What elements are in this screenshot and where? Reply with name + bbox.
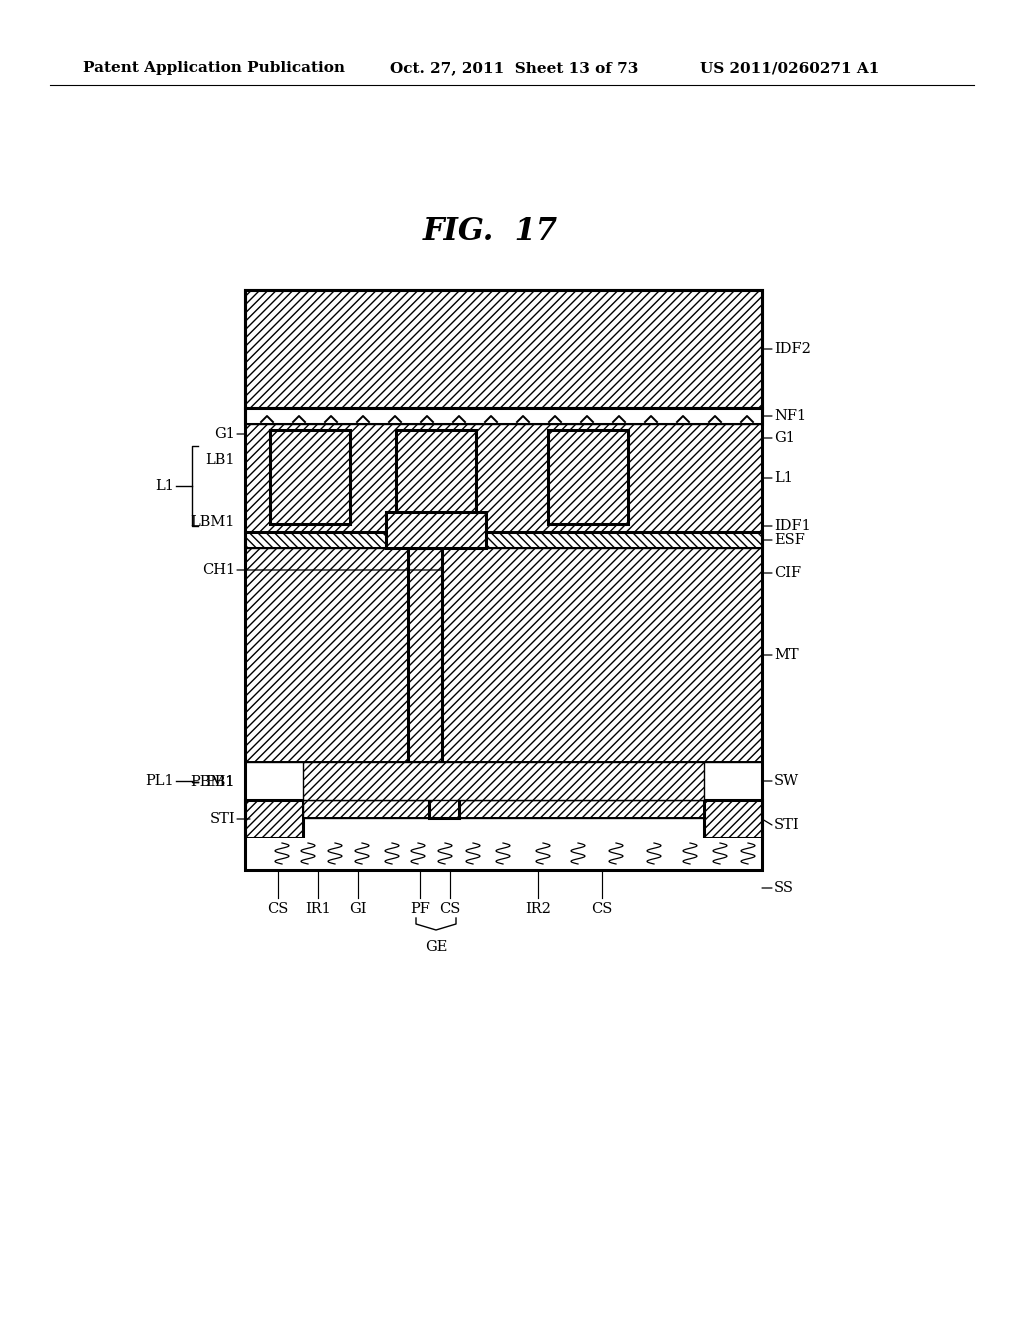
Text: CH1: CH1 xyxy=(202,564,234,577)
Bar xyxy=(548,430,628,524)
Text: STI: STI xyxy=(209,812,234,826)
Bar xyxy=(245,532,762,548)
Bar xyxy=(245,548,762,762)
Text: LB1: LB1 xyxy=(206,453,234,467)
Bar xyxy=(245,548,762,762)
Bar xyxy=(245,290,762,408)
Bar xyxy=(270,430,350,524)
Bar xyxy=(408,548,442,762)
Bar xyxy=(245,800,303,838)
Bar xyxy=(245,800,303,838)
Bar xyxy=(245,290,762,408)
Bar xyxy=(303,800,705,818)
Bar xyxy=(303,762,705,800)
Text: IDF2: IDF2 xyxy=(774,342,811,356)
Text: MT: MT xyxy=(774,648,799,663)
Text: PL1: PL1 xyxy=(145,774,174,788)
Text: L1: L1 xyxy=(774,471,793,484)
Text: L1: L1 xyxy=(155,479,174,492)
Text: LBM1: LBM1 xyxy=(190,515,234,529)
Bar xyxy=(245,290,762,408)
Bar xyxy=(270,430,350,524)
Bar xyxy=(303,800,705,818)
Bar xyxy=(396,430,476,524)
Text: IR2: IR2 xyxy=(525,902,551,916)
Text: Patent Application Publication: Patent Application Publication xyxy=(83,61,345,75)
Bar xyxy=(303,762,705,800)
Bar xyxy=(548,430,628,524)
Bar xyxy=(245,408,762,424)
Bar xyxy=(429,792,459,818)
Bar xyxy=(408,548,442,762)
Text: IDF1: IDF1 xyxy=(774,519,811,533)
Bar xyxy=(245,532,762,548)
Bar xyxy=(245,424,762,532)
Text: G1: G1 xyxy=(774,432,795,445)
Bar xyxy=(386,512,486,548)
Text: GE: GE xyxy=(425,940,447,954)
Text: FIG.  17: FIG. 17 xyxy=(423,216,557,248)
Text: CS: CS xyxy=(267,902,289,916)
Bar xyxy=(705,800,762,838)
Bar xyxy=(429,792,459,818)
Bar xyxy=(245,800,303,838)
Bar xyxy=(429,792,459,818)
Text: G1: G1 xyxy=(214,426,234,441)
Bar xyxy=(408,548,442,762)
Bar xyxy=(245,548,762,762)
Text: CS: CS xyxy=(591,902,612,916)
Text: STI: STI xyxy=(774,818,800,832)
Text: IR1: IR1 xyxy=(305,902,331,916)
Bar xyxy=(386,512,486,548)
Bar xyxy=(245,838,762,870)
Text: SS: SS xyxy=(774,880,794,895)
Text: CS: CS xyxy=(439,902,461,916)
Bar xyxy=(245,532,762,548)
Bar xyxy=(705,800,762,838)
Text: PB1: PB1 xyxy=(206,775,234,789)
Bar xyxy=(270,430,350,524)
Bar xyxy=(705,800,762,838)
Text: PF: PF xyxy=(410,902,430,916)
Text: CIF: CIF xyxy=(774,566,801,579)
Text: Oct. 27, 2011  Sheet 13 of 73: Oct. 27, 2011 Sheet 13 of 73 xyxy=(390,61,638,75)
Text: US 2011/0260271 A1: US 2011/0260271 A1 xyxy=(700,61,880,75)
Text: SW: SW xyxy=(774,774,799,788)
Text: PBM1: PBM1 xyxy=(190,775,234,789)
Bar xyxy=(386,512,486,548)
Bar xyxy=(245,424,762,532)
Text: GI: GI xyxy=(349,902,367,916)
Bar xyxy=(396,430,476,524)
Bar xyxy=(303,800,705,818)
Bar xyxy=(245,424,762,532)
Bar xyxy=(548,430,628,524)
Bar xyxy=(245,290,762,870)
Bar xyxy=(396,430,476,524)
Bar xyxy=(303,762,705,800)
Text: ESF: ESF xyxy=(774,533,805,546)
Text: NF1: NF1 xyxy=(774,409,806,422)
